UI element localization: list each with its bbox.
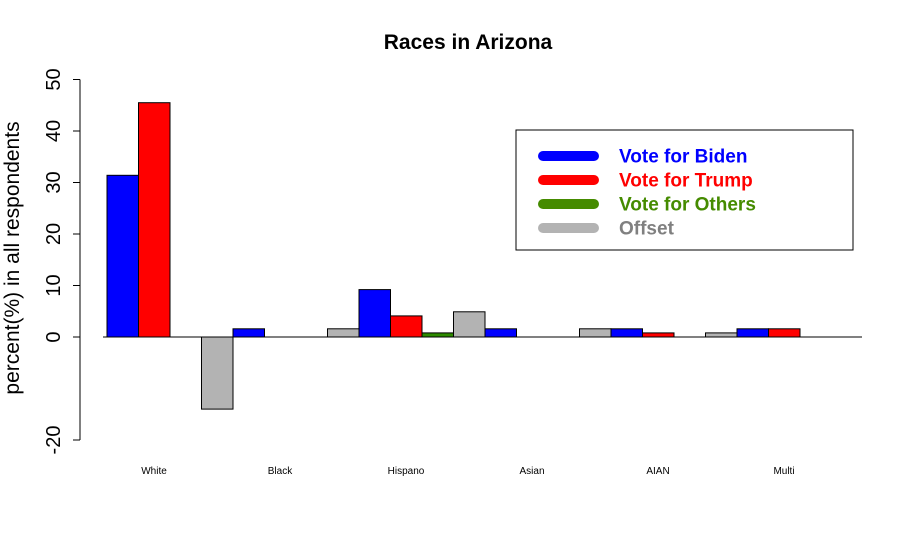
- bar-vote-for-trump-white: [138, 102, 171, 338]
- bar-offset-black: [201, 336, 234, 410]
- legend-label: Vote for Trump: [619, 171, 753, 192]
- bar-vote-for-biden-white: [106, 174, 139, 338]
- bar-vote-for-biden-multi: [736, 328, 769, 338]
- y-axis-label: percent(%) in all respondents: [1, 121, 24, 394]
- bar-vote-for-biden-black: [232, 328, 265, 338]
- x-tick-label: Black: [268, 466, 293, 477]
- bar-offset-asian: [453, 311, 486, 338]
- y-tick-label: 0: [43, 331, 65, 342]
- y-tick-label: 10: [43, 274, 65, 296]
- legend: Vote for Biden Vote for Trump Vote for Oth…: [515, 129, 854, 251]
- legend-label: Vote for Others: [619, 195, 756, 216]
- bar-vote-for-biden-asian: [484, 328, 517, 338]
- bars: [106, 102, 801, 410]
- bar-vote-for-biden-hispano: [358, 289, 391, 338]
- bar-offset-multi: [705, 332, 738, 338]
- x-tick-label: Asian: [519, 466, 544, 477]
- x-tick-labels: White Black Hispano Asian AIAN Multi: [141, 466, 794, 477]
- x-tick-label: AIAN: [646, 466, 669, 477]
- bar-vote-for-others-hispano: [421, 332, 454, 338]
- bar-vote-for-biden-aian: [610, 328, 643, 338]
- bar-vote-for-trump-multi: [768, 328, 801, 338]
- legend-label: Offset: [619, 219, 675, 240]
- y-tick-label: 30: [43, 171, 65, 193]
- x-tick-label: Multi: [773, 466, 794, 477]
- x-tick-label: White: [141, 466, 167, 477]
- x-tick-label: Hispano: [388, 466, 425, 477]
- y-axis: -20 0 10 20 30 40 50: [43, 68, 81, 455]
- y-tick-label: -20: [43, 426, 65, 455]
- chart-title: Races in Arizona: [384, 31, 553, 54]
- bar-vote-for-trump-aian: [642, 332, 675, 338]
- y-tick-label: 50: [43, 68, 65, 90]
- bar-offset-aian: [579, 328, 612, 338]
- y-tick-label: 40: [43, 120, 65, 142]
- legend-label: Vote for Biden: [619, 147, 747, 168]
- bar-offset-hispano: [327, 328, 360, 338]
- bar-vote-for-trump-hispano: [390, 315, 423, 338]
- y-tick-label: 20: [43, 223, 65, 245]
